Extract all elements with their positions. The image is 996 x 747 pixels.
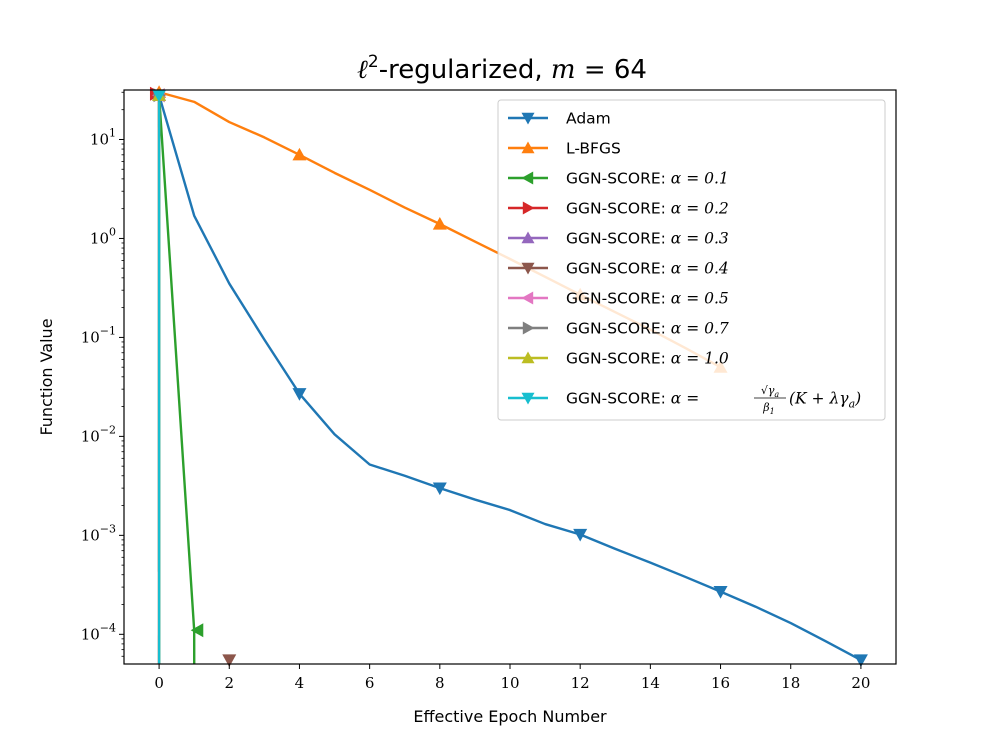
x-tick-label-0: 0 bbox=[154, 674, 164, 692]
legend-marker bbox=[521, 351, 535, 364]
series-marker-adam bbox=[432, 482, 447, 496]
series-layer bbox=[157, 91, 862, 664]
series-marker-ggn-score-0-1 bbox=[190, 623, 204, 638]
legend-marker bbox=[521, 141, 535, 154]
legend-entry-ggn-score-0-4: GGN-SCORE: α = 0.4 bbox=[508, 260, 729, 278]
legend-label: L-BFGS bbox=[566, 140, 621, 158]
series-marker-adam bbox=[853, 654, 868, 668]
legend-label: GGN-SCORE: α = 1.0 bbox=[566, 350, 729, 368]
legend-marker bbox=[521, 171, 534, 185]
legend-label: GGN-SCORE: α = 0.1 bbox=[566, 170, 729, 188]
y-axis: 101 100 10−1 10−2 10−3 10−4 bbox=[81, 91, 124, 657]
legend-box bbox=[497, 99, 886, 421]
legend-entry-ggn-score-0-2: GGN-SCORE: α = 0.2 bbox=[508, 200, 729, 218]
y-tick-label-0: 101 bbox=[90, 126, 116, 148]
x-tick-label-6: 6 bbox=[365, 674, 375, 692]
legend-frac-den: β1 bbox=[762, 401, 774, 416]
x-axis-label: Effective Epoch Number bbox=[413, 707, 607, 726]
title-var: m bbox=[551, 55, 576, 85]
x-tick-label-12: 12 bbox=[571, 674, 590, 692]
legend-frac-num: √γa bbox=[761, 384, 780, 399]
y-tick-label-4: 10−3 bbox=[81, 522, 116, 544]
legend-entry-adam: Adam bbox=[508, 110, 611, 128]
series-marker-adam bbox=[292, 388, 307, 401]
legend-marker bbox=[521, 231, 535, 244]
series-marker-l-bfgs bbox=[292, 147, 307, 161]
legend-label: GGN-SCORE: α = 0.2 bbox=[566, 200, 729, 218]
x-tick-label-14: 14 bbox=[641, 674, 660, 692]
legend-marker bbox=[521, 291, 534, 305]
series-line-adam bbox=[157, 94, 862, 662]
x-tick-label-10: 10 bbox=[500, 674, 519, 692]
title-eq: = 64 bbox=[576, 55, 647, 85]
legend-entry-ggn-score-a-1-k-a: GGN-SCORE: α = √γa β1 (K + λγa) bbox=[508, 384, 861, 416]
x-tick-label-8: 8 bbox=[435, 674, 445, 692]
x-axis: 0 2 4 6 8 10 12 14 16 18 20 bbox=[154, 664, 870, 692]
y-tick-label-1: 100 bbox=[90, 225, 116, 247]
title-text: -regularized, bbox=[379, 55, 551, 85]
legend-label: GGN-SCORE: α = bbox=[566, 390, 699, 408]
series-line-ggn-score-0-1 bbox=[157, 95, 196, 664]
x-tick-label-18: 18 bbox=[781, 674, 800, 692]
y-tick-label-5: 10−4 bbox=[81, 621, 116, 643]
x-tick-label-4: 4 bbox=[295, 674, 305, 692]
legend-marker bbox=[521, 112, 535, 125]
series-marker-adam bbox=[573, 528, 588, 542]
x-tick-label-2: 2 bbox=[224, 674, 234, 692]
legend-label: GGN-SCORE: α = 0.7 bbox=[566, 320, 729, 338]
series-marker-ggn-score-0-4 bbox=[222, 654, 237, 668]
legend-entry-ggn-score-0-3: GGN-SCORE: α = 0.3 bbox=[508, 230, 729, 248]
series-marker-adam bbox=[713, 586, 728, 599]
legend-label: Adam bbox=[566, 110, 611, 128]
title-sup: 2 bbox=[368, 52, 379, 72]
series-marker-l-bfgs bbox=[432, 216, 447, 230]
svg-text:ℓ2-regularized, m = 64: ℓ2-regularized, m = 64 bbox=[357, 52, 647, 85]
legend-label: GGN-SCORE: α = 0.3 bbox=[566, 230, 729, 248]
legend-marker bbox=[522, 201, 535, 215]
title-ell: ℓ bbox=[357, 55, 368, 85]
x-tick-label-16: 16 bbox=[711, 674, 730, 692]
legend: Adam L-BFGS GGN-SCORE: α = 0.1 GGN-SCORE: α… bbox=[497, 99, 886, 421]
series-marker-ggn-score-a-1-k-a bbox=[152, 89, 167, 103]
legend-tail: (K + λγa) bbox=[789, 390, 861, 411]
legend-entry-l-bfgs: L-BFGS bbox=[508, 140, 621, 158]
legend-marker bbox=[522, 321, 535, 335]
legend-entry-ggn-score-0-7: GGN-SCORE: α = 0.7 bbox=[508, 320, 729, 338]
legend-marker bbox=[521, 392, 535, 405]
legend-entry-ggn-score-1-0: GGN-SCORE: α = 1.0 bbox=[508, 350, 729, 368]
y-tick-label-3: 10−2 bbox=[81, 423, 116, 445]
y-axis-label: Function Value bbox=[37, 318, 56, 435]
legend-marker bbox=[521, 262, 535, 275]
legend-label: GGN-SCORE: α = 0.5 bbox=[566, 290, 729, 308]
y-tick-label-2: 10−1 bbox=[81, 324, 116, 346]
legend-entry-ggn-score-0-1: GGN-SCORE: α = 0.1 bbox=[508, 170, 729, 188]
legend-label: GGN-SCORE: α = 0.4 bbox=[566, 260, 729, 278]
chart-title: ℓ2-regularized, m = 64 bbox=[357, 52, 647, 85]
marker-layer bbox=[149, 85, 868, 668]
x-tick-label-20: 20 bbox=[851, 674, 870, 692]
legend-entry-ggn-score-0-5: GGN-SCORE: α = 0.5 bbox=[508, 290, 729, 308]
